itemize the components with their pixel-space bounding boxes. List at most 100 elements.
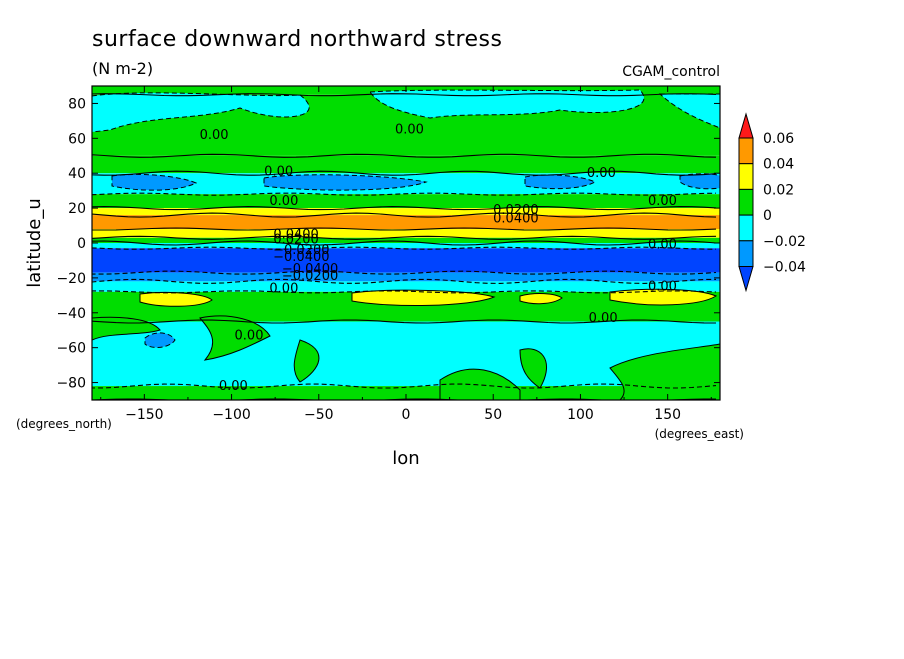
contour-outline-4 bbox=[263, 174, 428, 191]
contour-outline-6 bbox=[679, 173, 720, 190]
plot-area bbox=[92, 86, 720, 400]
colorbar-label: 0.04 bbox=[763, 157, 794, 173]
colorbar-label: −0.04 bbox=[763, 260, 806, 276]
contour-outline-16 bbox=[439, 368, 521, 400]
x-axis-units: (degrees_east) bbox=[655, 427, 744, 441]
band-14 bbox=[92, 321, 720, 387]
contour-label: 0.00 bbox=[648, 280, 677, 295]
band-5 bbox=[92, 208, 720, 216]
region-12 bbox=[200, 316, 270, 360]
contour-line-10 bbox=[92, 270, 717, 275]
colorbar-segment bbox=[738, 214, 754, 242]
region-14 bbox=[520, 348, 547, 388]
x-tick-label: 150 bbox=[654, 407, 681, 423]
contour-line-6 bbox=[92, 227, 717, 231]
colorbar-label: 0 bbox=[763, 208, 772, 224]
contour-line-12 bbox=[92, 290, 717, 294]
colorbar: 0.06 0.04 0.02 0 −0.02 −0.04 bbox=[738, 112, 806, 293]
x-tick-label: 50 bbox=[484, 407, 502, 423]
contour-outline-3 bbox=[111, 173, 198, 191]
contour-line-2 bbox=[92, 170, 717, 176]
y-tick-label: 40 bbox=[68, 166, 86, 182]
contour-label: 0.00 bbox=[648, 194, 677, 209]
region-8 bbox=[352, 290, 494, 306]
band-6 bbox=[92, 215, 720, 230]
contour-label: 0.00 bbox=[219, 379, 248, 394]
contour-label: 0.00 bbox=[395, 123, 424, 138]
y-tick-label: 0 bbox=[77, 236, 86, 252]
contour-line-7 bbox=[92, 235, 717, 240]
contour-label: 0.00 bbox=[200, 128, 229, 143]
contour-outline-1 bbox=[369, 89, 645, 119]
experiment-label: CGAM_control bbox=[622, 64, 720, 80]
y-tick-label: −40 bbox=[56, 306, 86, 322]
region-0 bbox=[92, 92, 310, 132]
contour-line-13 bbox=[92, 319, 717, 324]
contour-label: 0.0200 bbox=[273, 233, 319, 248]
contour-label: −0.0200 bbox=[282, 269, 338, 284]
y-axis-label: latitude_u bbox=[24, 198, 45, 287]
contour-label: 0.00 bbox=[235, 328, 264, 343]
contour-label: 0.00 bbox=[589, 311, 618, 326]
region-17 bbox=[145, 332, 175, 348]
band-2 bbox=[92, 155, 720, 174]
region-3 bbox=[112, 174, 196, 191]
colorbar-segment bbox=[738, 188, 754, 216]
x-tick-label: −150 bbox=[125, 407, 163, 423]
y-tick-label: −60 bbox=[56, 341, 86, 357]
x-axis-label: lon bbox=[392, 448, 419, 469]
colorbar-label: 0.02 bbox=[763, 182, 794, 198]
contour-label: 0.00 bbox=[648, 238, 677, 253]
band-11 bbox=[92, 272, 720, 282]
contour-outline-8 bbox=[351, 289, 496, 306]
contour-line-4 bbox=[92, 206, 717, 211]
colorbar-segment bbox=[738, 137, 754, 165]
contour-outline-13 bbox=[293, 339, 320, 383]
colorbar-segment bbox=[738, 163, 754, 190]
band-8 bbox=[92, 237, 720, 243]
y-tick-label: 60 bbox=[68, 131, 86, 147]
colorbar-arrow-top bbox=[738, 112, 754, 139]
colorbar-segment bbox=[738, 240, 754, 268]
x-tick-label: 0 bbox=[402, 407, 411, 423]
contour-line-1 bbox=[92, 153, 717, 158]
contour-line-5 bbox=[92, 212, 717, 218]
region-9 bbox=[520, 293, 562, 304]
contour-label: 0.00 bbox=[269, 194, 298, 209]
x-tick-label: 100 bbox=[567, 407, 594, 423]
contour-label: 0.00 bbox=[587, 166, 616, 181]
x-tick-label: −50 bbox=[304, 407, 334, 423]
colorbar-label: −0.02 bbox=[763, 234, 806, 250]
contour-outline-9 bbox=[519, 293, 563, 305]
contour-line-11 bbox=[92, 278, 717, 284]
region-4 bbox=[264, 174, 426, 191]
region-2 bbox=[660, 94, 720, 128]
y-tick-label: 80 bbox=[68, 96, 86, 112]
contour-outline-0 bbox=[92, 92, 310, 133]
region-16 bbox=[440, 369, 520, 400]
contour-line-0 bbox=[92, 93, 717, 97]
contour-outline-14 bbox=[519, 348, 547, 389]
contour-label: 0.0200 bbox=[493, 203, 539, 218]
region-6 bbox=[680, 173, 720, 189]
region-5 bbox=[525, 174, 595, 189]
colorbar-label: 0.06 bbox=[763, 131, 794, 147]
contour-line-8 bbox=[92, 240, 717, 246]
y-tick-label: −20 bbox=[56, 271, 86, 287]
x-tick-label: −100 bbox=[212, 407, 250, 423]
chart-title: surface downward northward stress bbox=[92, 27, 502, 52]
contour-line-3 bbox=[92, 192, 717, 196]
contour-label: 0.00 bbox=[264, 164, 293, 179]
contour-outline-7 bbox=[139, 291, 213, 307]
contour-label: 0.0400 bbox=[493, 212, 539, 227]
region-1 bbox=[370, 90, 644, 118]
region-7 bbox=[140, 292, 212, 307]
band-15 bbox=[92, 386, 720, 400]
colorbar-arrow-bottom bbox=[738, 266, 754, 293]
y-axis-units: (degrees_north) bbox=[16, 417, 112, 431]
band-7 bbox=[92, 229, 720, 238]
contour-label: 0.0400 bbox=[273, 227, 319, 242]
band-9 bbox=[92, 243, 720, 249]
contour-line-14 bbox=[92, 383, 717, 389]
